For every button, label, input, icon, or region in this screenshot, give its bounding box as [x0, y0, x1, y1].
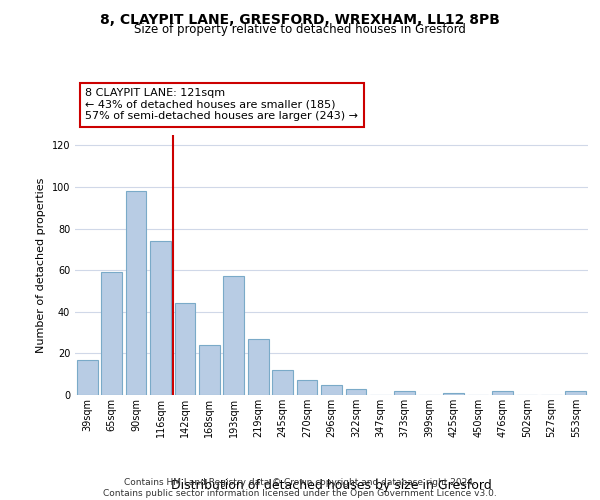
Bar [150, 241, 171, 395]
Bar [394, 391, 415, 395]
Bar [125, 191, 146, 395]
X-axis label: Distribution of detached houses by size in Gresford: Distribution of detached houses by size … [171, 479, 492, 492]
Bar [223, 276, 244, 395]
Bar [272, 370, 293, 395]
Bar [296, 380, 317, 395]
Bar [321, 384, 342, 395]
Text: 8, CLAYPIT LANE, GRESFORD, WREXHAM, LL12 8PB: 8, CLAYPIT LANE, GRESFORD, WREXHAM, LL12… [100, 12, 500, 26]
Bar [77, 360, 98, 395]
Bar [101, 272, 122, 395]
Text: Contains HM Land Registry data © Crown copyright and database right 2024.
Contai: Contains HM Land Registry data © Crown c… [103, 478, 497, 498]
Bar [175, 304, 196, 395]
Bar [248, 339, 269, 395]
Y-axis label: Number of detached properties: Number of detached properties [36, 178, 46, 352]
Text: Size of property relative to detached houses in Gresford: Size of property relative to detached ho… [134, 22, 466, 36]
Bar [443, 393, 464, 395]
Bar [346, 389, 367, 395]
Bar [199, 345, 220, 395]
Bar [492, 391, 513, 395]
Text: 8 CLAYPIT LANE: 121sqm
← 43% of detached houses are smaller (185)
57% of semi-de: 8 CLAYPIT LANE: 121sqm ← 43% of detached… [85, 88, 358, 122]
Bar [565, 391, 586, 395]
